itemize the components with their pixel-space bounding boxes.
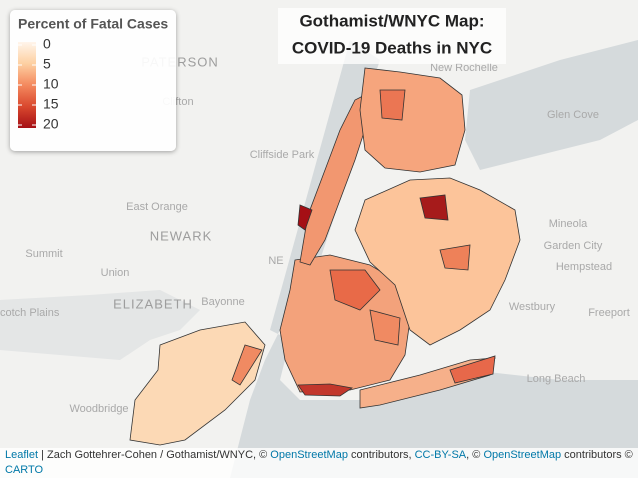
zip-area bbox=[379, 89, 406, 121]
legend-tick-label: 20 bbox=[43, 116, 59, 132]
link[interactable]: CC-BY-SA bbox=[414, 449, 467, 461]
place-label: New Rochelle bbox=[430, 62, 498, 74]
legend-tick-label: 0 bbox=[43, 36, 51, 52]
zip-area bbox=[419, 194, 449, 221]
place-label: Bayonne bbox=[201, 296, 244, 308]
zip-area bbox=[231, 344, 263, 386]
zip-area bbox=[439, 244, 471, 271]
legend-tick-label: 15 bbox=[43, 96, 59, 112]
zip-area bbox=[369, 309, 401, 346]
zip-area bbox=[329, 269, 381, 311]
legend-tick-label: 5 bbox=[43, 56, 51, 72]
title: Gothamist/WNYC Map: bbox=[299, 11, 484, 30]
place-label: Woodbridge bbox=[69, 403, 128, 415]
text: , © bbox=[466, 449, 484, 461]
legend-title: Percent of Fatal Cases bbox=[18, 16, 168, 32]
text: | Zach Gottehrer-Cohen / Gothamist/WNYC,… bbox=[38, 449, 271, 461]
zip-area bbox=[297, 204, 313, 231]
place-label: Cliffside Park bbox=[250, 149, 315, 161]
place-label: Long Beach bbox=[527, 373, 586, 385]
attribution: Leaflet | Zach Gottehrer-Cohen / Gothami… bbox=[0, 448, 638, 478]
queens bbox=[354, 177, 521, 346]
title: COVID-19 Deaths in NYC bbox=[292, 38, 492, 57]
link[interactable]: OpenStreetMap bbox=[270, 449, 348, 461]
bay bbox=[0, 290, 200, 360]
title-box bbox=[278, 8, 506, 64]
place-label: Union bbox=[101, 267, 130, 279]
link[interactable]: OpenStreetMap bbox=[483, 449, 562, 461]
link[interactable]: CARTO bbox=[5, 464, 44, 476]
place-label: Scotch Plains bbox=[0, 307, 60, 319]
staten-island bbox=[129, 321, 266, 446]
color-bar bbox=[18, 42, 36, 128]
text: contributors © bbox=[561, 449, 633, 461]
place-label: NE bbox=[268, 255, 283, 267]
legend-tick-label: 10 bbox=[43, 76, 59, 92]
place-label: ELIZABETH bbox=[113, 296, 193, 311]
legend-svg: Percent of Fatal Cases 0 5 10 15 20 bbox=[18, 16, 168, 132]
place-label: Hempstead bbox=[556, 261, 612, 273]
place-label: Glen Cove bbox=[547, 109, 599, 121]
legend: Percent of Fatal Cases 0 5 10 15 20 bbox=[10, 10, 176, 151]
place-label: East Orange bbox=[126, 201, 188, 213]
place-label: Garden City bbox=[544, 240, 603, 252]
place-label: Freeport bbox=[588, 307, 630, 319]
zip-area bbox=[449, 355, 496, 384]
zip-area bbox=[297, 383, 354, 397]
link[interactable]: Leaflet bbox=[5, 449, 39, 461]
place-label: Summit bbox=[25, 248, 62, 260]
water bbox=[230, 40, 638, 478]
text: contributors, bbox=[347, 449, 415, 461]
bronx bbox=[359, 67, 466, 173]
place-label: Mineola bbox=[549, 218, 588, 230]
place-label: Westbury bbox=[509, 301, 556, 313]
place-label: NEWARK bbox=[150, 228, 213, 243]
sound bbox=[465, 40, 638, 170]
